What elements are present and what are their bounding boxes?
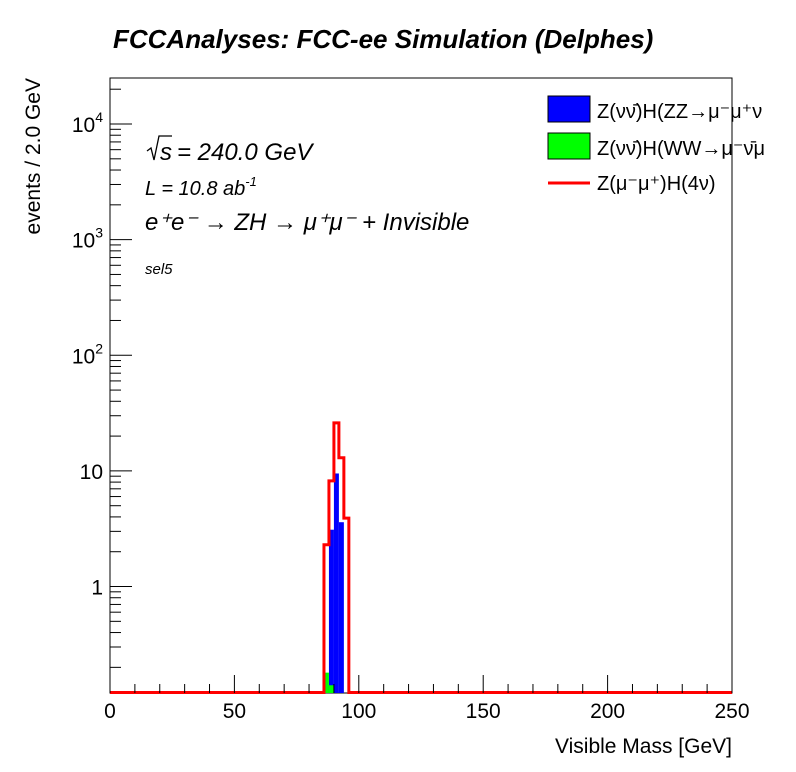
- bar-s0-b1: [328, 529, 334, 693]
- legend-swatch-ww: [547, 132, 591, 160]
- x-tick-label-5: 250: [714, 700, 749, 723]
- x-axis-ticks: 0 50 100 150 200 250: [104, 675, 750, 723]
- chart-title: FCCAnalyses: FCC-ee Simulation (Delphes): [113, 24, 653, 54]
- y-tick-label-1: 10: [80, 461, 103, 484]
- x-axis-label: Visible Mass [GeV]: [555, 735, 732, 758]
- y-tick-label-0: 1: [91, 577, 103, 600]
- filled-histograms: [323, 473, 344, 693]
- y-tick-label-2: 102: [72, 340, 103, 368]
- y-axis-ticks: 1 10 102 103 104: [72, 88, 132, 668]
- x-tick-label-1: 50: [223, 700, 246, 723]
- plot-frame: [109, 77, 733, 694]
- selection-label: sel5: [145, 261, 173, 278]
- y-axis-label: events / 2.0 GeV: [22, 78, 45, 234]
- energy-text: = 240.0 GeV: [177, 139, 314, 166]
- y-tick-label-3: 103: [72, 225, 103, 253]
- y-tick-label-4: 104: [72, 109, 103, 137]
- line-histogram: [110, 421, 732, 694]
- x-tick-label-0: 0: [104, 700, 116, 723]
- x-tick-label-3: 150: [466, 700, 501, 723]
- x-tick-label-2: 100: [341, 700, 376, 723]
- luminosity-text: L = 10.8 ab-1: [145, 174, 257, 200]
- bar-s1-b1: [328, 685, 334, 693]
- legend: Z(νν̄)H(ZZ→μ⁻μ⁺ν Z(νν̄)H(WW→μ⁻ν̄μ Z(μ⁻μ⁺…: [547, 95, 765, 195]
- legend-swatch-zz: [547, 95, 591, 123]
- sqrt-s-symbol: s: [160, 139, 172, 166]
- x-tick-label-4: 200: [590, 700, 625, 723]
- sqrt-s-annotation: s = 240.0 GeV: [146, 135, 314, 166]
- legend-label-4nu: Z(μ⁻μ⁺)H(4ν): [597, 173, 716, 195]
- bar-s1-b0: [323, 672, 329, 693]
- bar-s0-b2: [333, 473, 339, 693]
- sqrt-icon: [146, 135, 172, 161]
- legend-label-ww: Z(νν̄)H(WW→μ⁻ν̄μ: [597, 138, 765, 160]
- legend-label-zz: Z(νν̄)H(ZZ→μ⁻μ⁺ν: [597, 101, 762, 123]
- line-series-2: [110, 421, 732, 694]
- bar-s0-b3: [338, 522, 344, 693]
- process-text: e⁺e⁻ → ZH → μ⁺μ⁻ + Invisible: [145, 209, 469, 236]
